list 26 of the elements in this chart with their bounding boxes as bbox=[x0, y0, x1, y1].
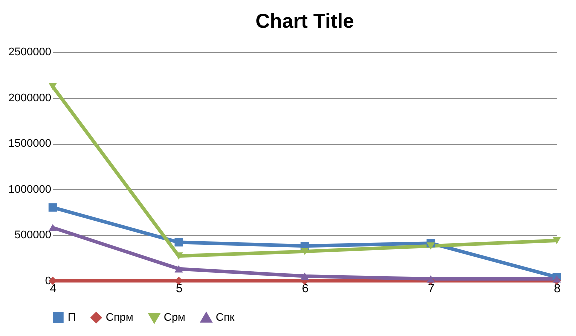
legend-label: Срм bbox=[164, 312, 186, 324]
point bbox=[48, 204, 58, 212]
x-tick-label: 6 bbox=[302, 282, 310, 296]
x-tick-label: 4 bbox=[50, 282, 58, 296]
point bbox=[300, 248, 310, 256]
x-tick-label: 8 bbox=[554, 282, 562, 296]
point bbox=[552, 237, 562, 244]
legend-label: Спк bbox=[216, 312, 235, 324]
legend-label: Спрм bbox=[106, 312, 134, 324]
y-tick-label: 1000000 bbox=[8, 184, 52, 196]
x-tick-label: 5 bbox=[176, 282, 184, 296]
legend-label: П bbox=[68, 312, 76, 324]
chart-title: Chart Title bbox=[256, 11, 354, 33]
point bbox=[48, 224, 58, 232]
y-tick-label: 2500000 bbox=[8, 46, 52, 58]
x-tick-label: 7 bbox=[428, 282, 436, 296]
y-tick-label: 2000000 bbox=[8, 92, 52, 104]
point bbox=[426, 276, 436, 283]
point bbox=[174, 238, 184, 247]
y-tick-label: 1500000 bbox=[8, 138, 52, 150]
point bbox=[552, 276, 562, 283]
point bbox=[48, 83, 58, 90]
point bbox=[300, 272, 310, 280]
point bbox=[426, 242, 436, 250]
y-tick-label: 500000 bbox=[14, 230, 52, 242]
point bbox=[174, 265, 184, 273]
